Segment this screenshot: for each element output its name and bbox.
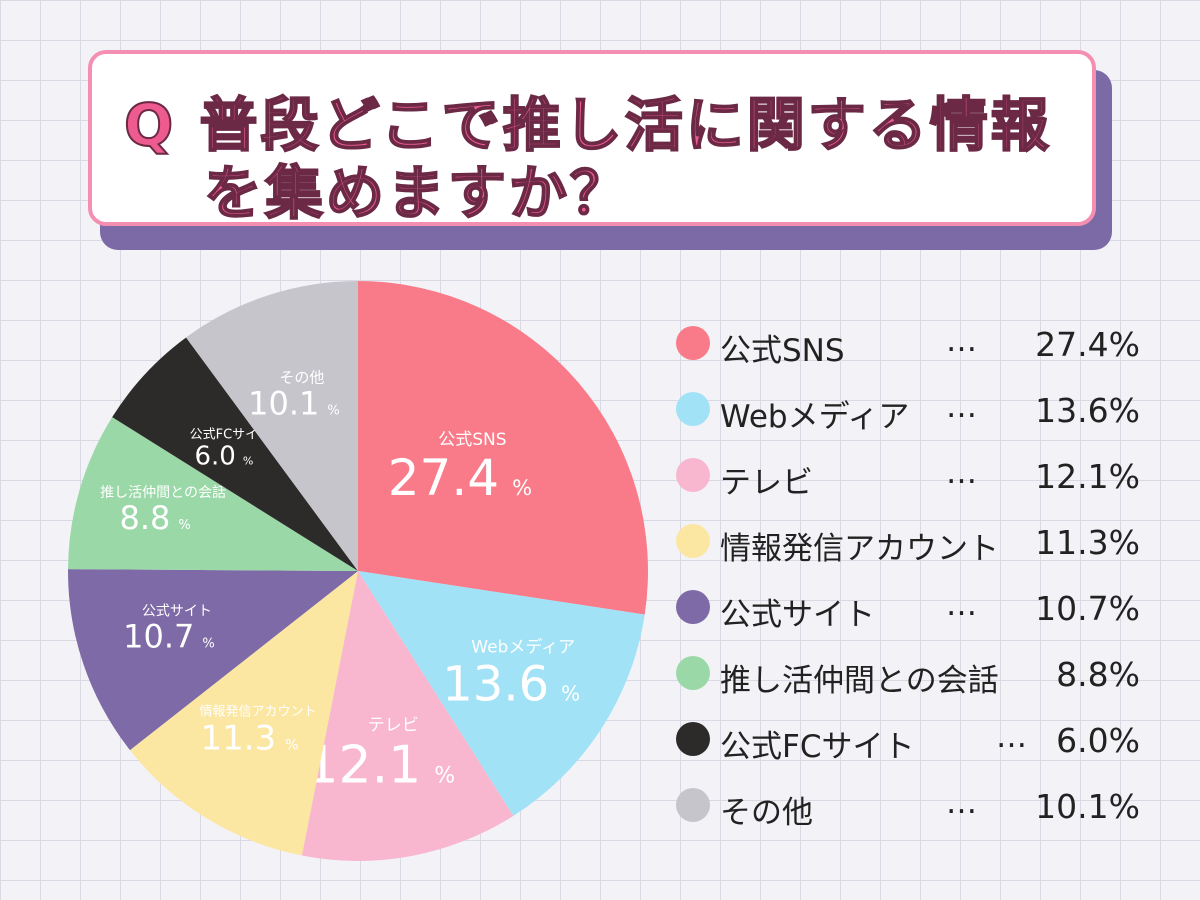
pie-slice-2: [358, 571, 645, 816]
legend-value: 10.1%: [1035, 787, 1140, 826]
pie-slice-7: [112, 337, 358, 571]
legend-separator: …: [946, 323, 977, 359]
title-line-1: Q 普段どこで推し活に関する情報: [123, 90, 1052, 160]
legend-separator: …: [996, 719, 1027, 755]
pie-slice-8: [186, 281, 358, 571]
legend-item: 公式SNS … 27.4%: [676, 312, 1146, 378]
pie-slice-1: [358, 281, 649, 615]
legend-separator: …: [946, 455, 977, 491]
slice-value-label: 6.0%: [194, 441, 253, 471]
legend-swatch: [676, 788, 710, 822]
legend-value: 27.4%: [1035, 325, 1140, 364]
legend-swatch: [676, 524, 710, 558]
slice-category-label: Webメディア: [471, 636, 575, 657]
legend-swatch: [676, 656, 710, 690]
legend-value: 12.1%: [1035, 457, 1140, 496]
legend-item: 推し活仲間との会話 8.8%: [676, 642, 1146, 708]
slice-category-label: 公式FCサイト: [190, 427, 272, 442]
slice-category-label: 推し活仲間との会話: [100, 484, 226, 501]
legend-label: 公式FCサイト: [720, 729, 915, 765]
legend-item: 公式FCサイト … 6.0%: [676, 708, 1146, 774]
legend-value: 13.6%: [1035, 391, 1140, 430]
slice-value-label: 11.3%: [200, 719, 298, 759]
legend-item: テレビ … 12.1%: [676, 444, 1146, 510]
legend-swatch: [676, 326, 710, 360]
legend-separator: …: [946, 389, 977, 425]
slice-value-label: 13.6%: [442, 656, 580, 712]
legend-separator: …: [946, 587, 977, 623]
title-line-2: を集めますか？: [203, 158, 632, 228]
slice-value-label: 10.1%: [248, 385, 340, 423]
legend-swatch: [676, 590, 710, 624]
legend-label: Webメディア: [720, 399, 910, 435]
legend-value: 8.8%: [1056, 655, 1140, 694]
legend-swatch: [676, 722, 710, 756]
chart-legend: 公式SNS … 27.4% Webメディア … 13.6% テレビ … 12.1% 情報発信アカウ…: [676, 312, 1146, 840]
slice-category-label: 公式SNS: [438, 430, 506, 450]
legend-label: 公式SNS: [720, 333, 845, 369]
legend-value: 10.7%: [1035, 589, 1140, 628]
pie-slice-4: [129, 571, 358, 856]
legend-item: 情報発信アカウント 11.3%: [676, 510, 1146, 576]
legend-label: 情報発信アカウント: [720, 531, 999, 567]
legend-label: テレビ: [720, 465, 813, 501]
slice-value-label: 12.1%: [305, 736, 455, 796]
slice-category-label: 公式サイト: [142, 603, 212, 619]
slice-value-label: 27.4%: [388, 449, 532, 507]
slice-category-label: テレビ: [368, 716, 419, 736]
legend-swatch: [676, 458, 710, 492]
legend-item: Webメディア … 13.6%: [676, 378, 1146, 444]
legend-label: 公式サイト: [720, 597, 875, 633]
pie-slice-3: [301, 571, 514, 862]
slice-category-label: その他: [279, 369, 324, 387]
legend-item: 公式サイト … 10.7%: [676, 576, 1146, 642]
slice-value-label: 8.8%: [119, 499, 190, 537]
pie-slice-6: [68, 417, 358, 571]
legend-item: その他 … 10.1%: [676, 774, 1146, 840]
title-box: Q 普段どこで推し活に関する情報 を集めますか？: [88, 50, 1096, 228]
legend-value: 11.3%: [1035, 523, 1140, 562]
legend-swatch: [676, 392, 710, 426]
legend-separator: …: [946, 785, 977, 821]
legend-label: その他: [720, 795, 813, 831]
pie-slice-5: [68, 569, 359, 751]
legend-label: 推し活仲間との会話: [720, 663, 999, 699]
slice-value-label: 10.7%: [123, 617, 215, 655]
legend-value: 6.0%: [1056, 721, 1140, 760]
slice-category-label: 情報発信アカウント: [199, 705, 316, 720]
